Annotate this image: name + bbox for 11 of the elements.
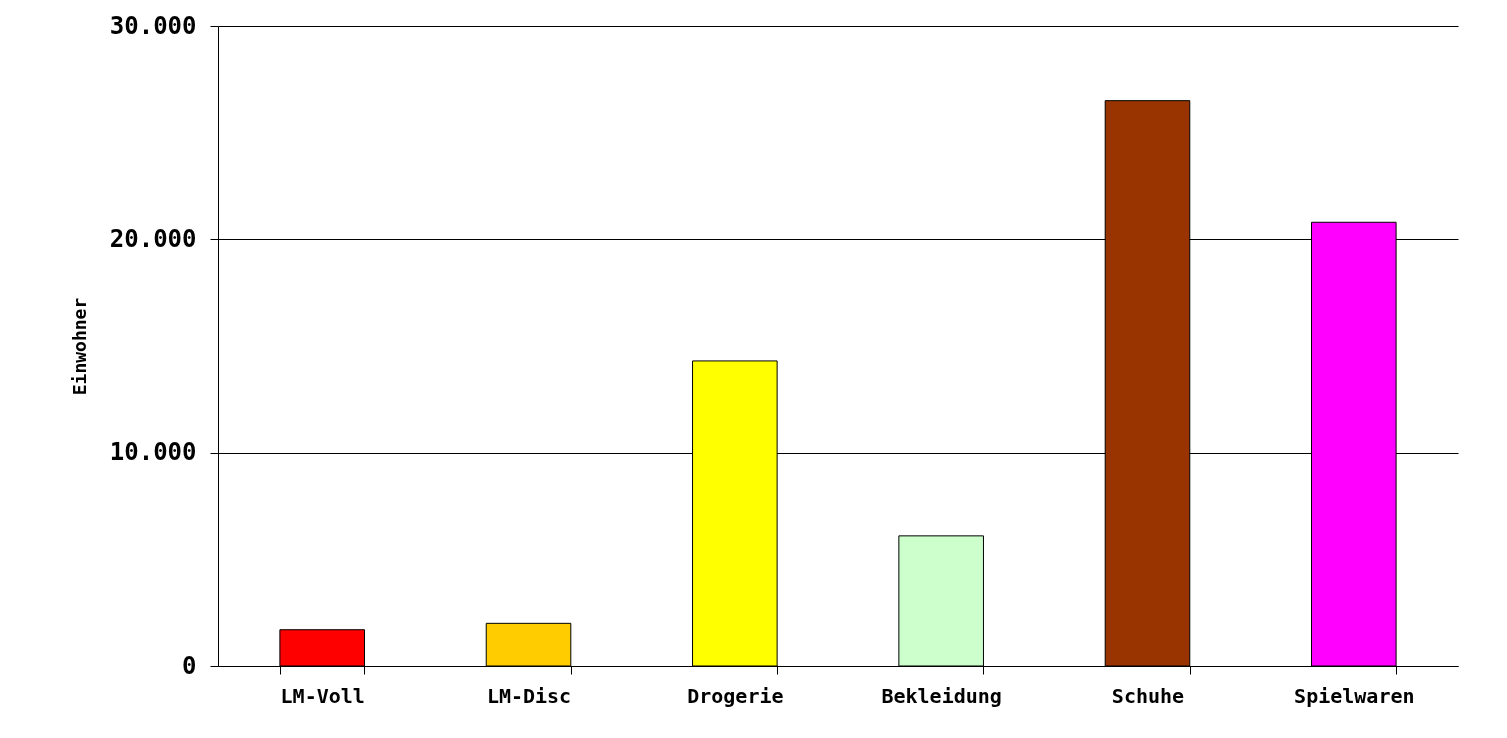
y-tick-label: 20.000 [109, 224, 197, 253]
x-tick-label: LM-Disc [486, 683, 572, 708]
x-tick-label: Spielwaren [1294, 683, 1415, 708]
x-tick-label: Drogerie [687, 683, 784, 708]
x-tick-label: LM-Voll [280, 683, 365, 708]
x-tick-label: Schuhe [1111, 683, 1185, 708]
x-tick-label: Bekleidung [881, 683, 1002, 708]
y-tick-label: 30.000 [109, 11, 197, 40]
y-tick-label: 10.000 [109, 438, 197, 467]
y-tick-label: 0 [182, 651, 197, 680]
y-axis-title: Einwohner [68, 297, 90, 396]
